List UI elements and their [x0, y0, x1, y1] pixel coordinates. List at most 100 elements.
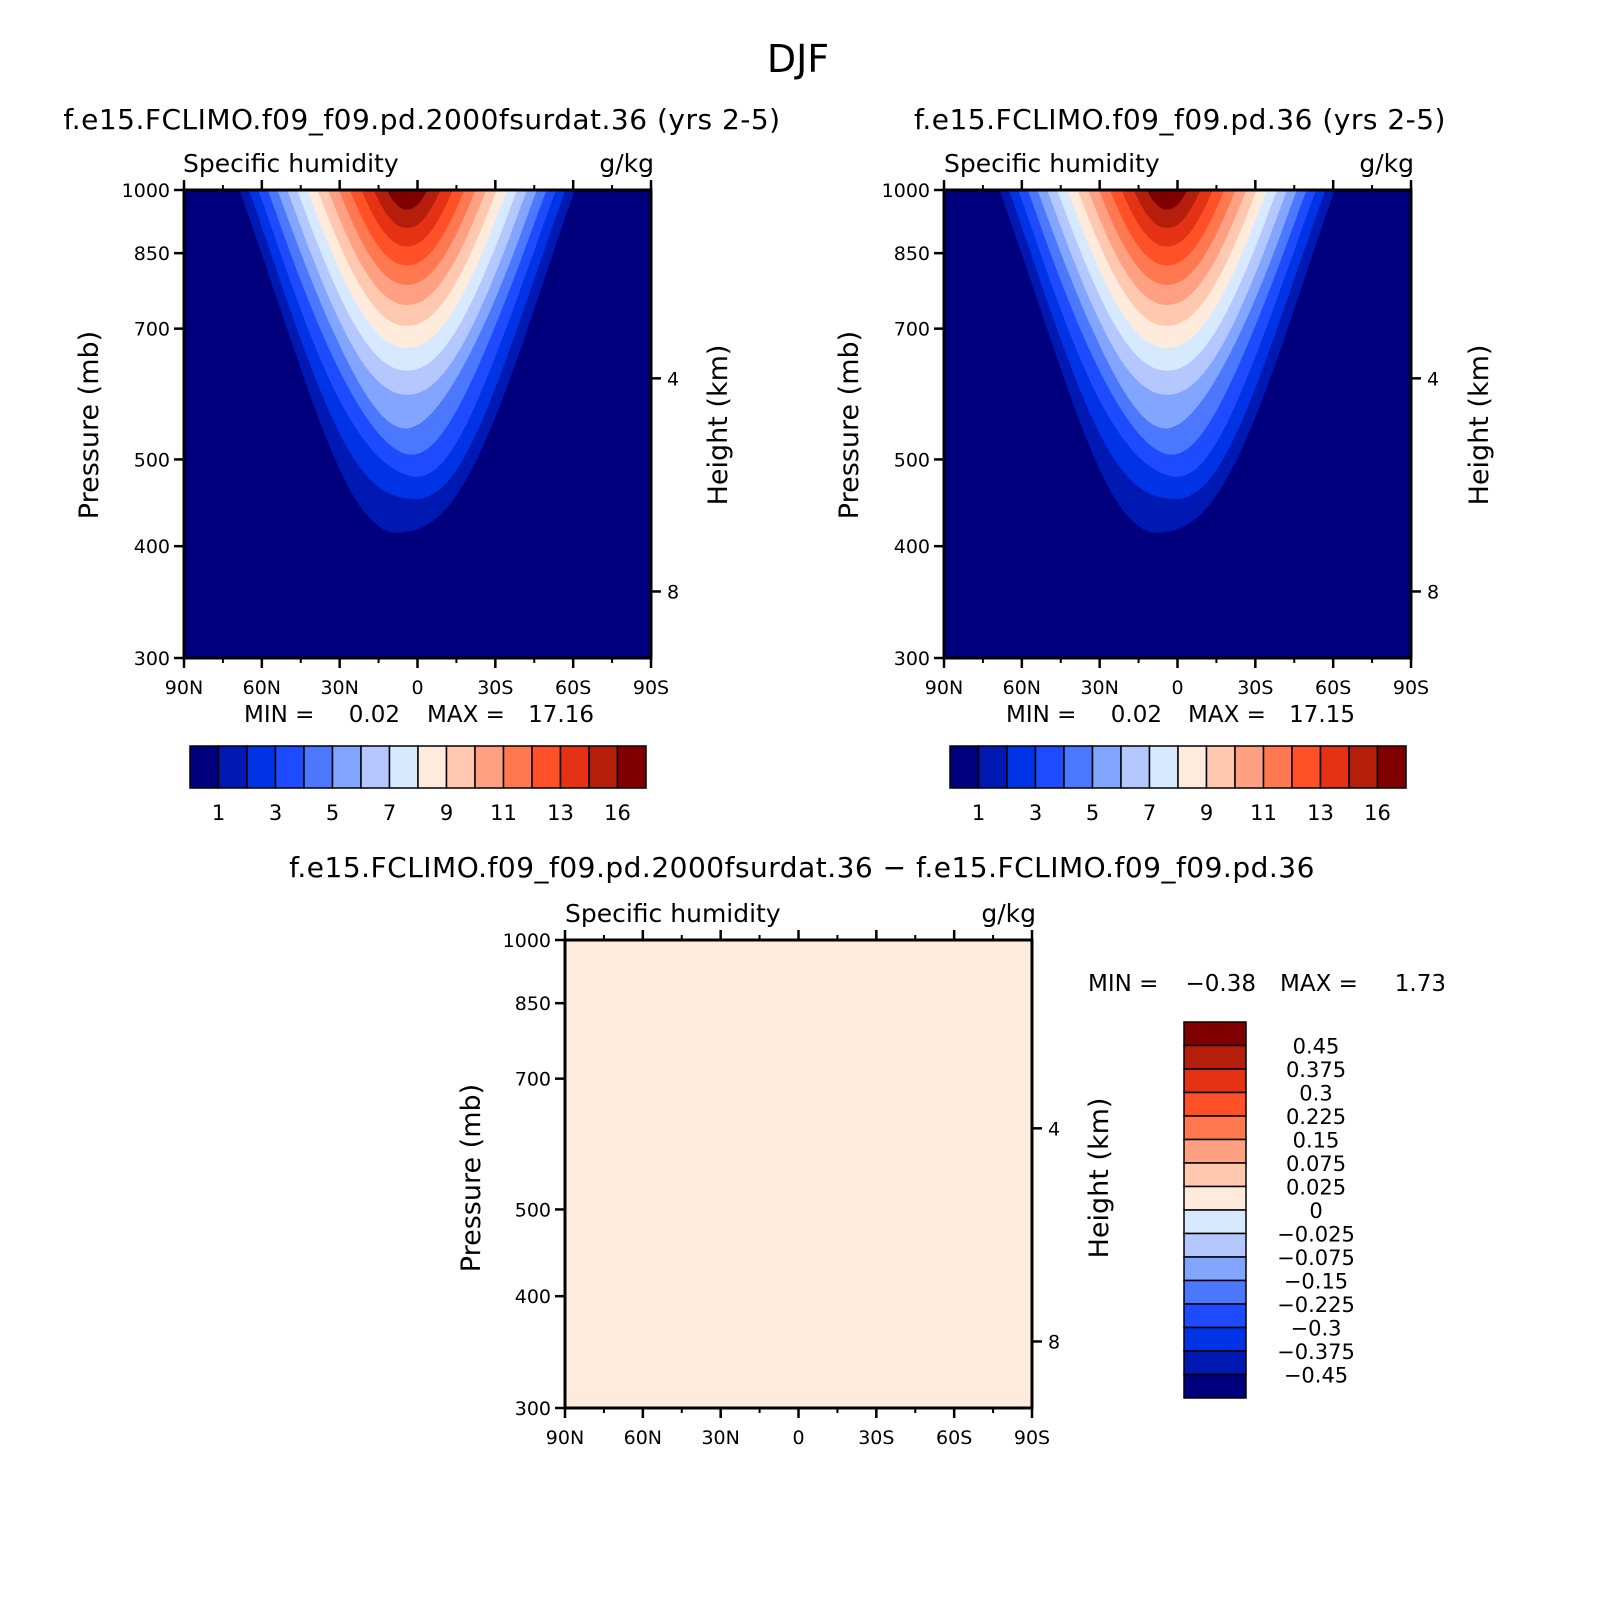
x-tick-label: 90N [165, 677, 203, 699]
colorbar-label: 0.15 [1293, 1129, 1340, 1153]
colorbar-label: 13 [547, 801, 574, 825]
colorbar-swatch [474, 745, 505, 789]
variable-label: Specific humidity [183, 149, 399, 178]
colorbar-swatch [360, 745, 391, 789]
colorbar-swatch [1177, 745, 1208, 789]
colorbar-swatch [616, 745, 647, 789]
colorbar-label: 7 [1143, 801, 1156, 825]
x-tick-label: 30N [1080, 677, 1118, 699]
colorbar-label: 0.3 [1299, 1082, 1332, 1106]
plot-frame [563, 938, 1034, 1410]
colorbar-swatch [1262, 745, 1293, 789]
units-label: g/kg [1359, 149, 1414, 178]
colorbar-swatch [1205, 745, 1236, 789]
y2-axis-label: Height (km) [1084, 1098, 1115, 1259]
x-tick-label: 60N [1003, 677, 1041, 699]
colorbar-swatch [1183, 1303, 1247, 1329]
colorbar-swatch [977, 745, 1008, 789]
colorbar-label: 5 [326, 801, 339, 825]
colorbar: 1 3 5 7 9 11 13 16 [949, 745, 1407, 825]
y-tick-label: 1000 [503, 930, 551, 952]
y2-tick-label: 8 [1048, 1331, 1060, 1353]
colorbar-label: −0.075 [1277, 1246, 1355, 1270]
x-tick-label: 90N [925, 677, 963, 699]
colorbar-swatch [217, 745, 248, 789]
max-label: MAX = [427, 702, 505, 728]
colorbar-label: 11 [490, 801, 517, 825]
x-tick-label: 0 [792, 1427, 804, 1449]
y-tick-label: 300 [894, 648, 930, 670]
colorbar-swatch [445, 745, 476, 789]
max-label: MAX = [1280, 971, 1358, 997]
colorbar-swatch [1348, 745, 1379, 789]
colorbar-label: 16 [604, 801, 631, 825]
colorbar-swatch [1319, 745, 1350, 789]
y-tick-label: 400 [894, 536, 930, 558]
min-value: 0.02 [1111, 702, 1162, 728]
y2-tick-label: 4 [1048, 1118, 1060, 1140]
plot-area: 300 400 500 700 850 1000 90N 60N 30N 0 30S 60S 90S 8 4 [882, 180, 1439, 699]
colorbar-label: −0.45 [1284, 1364, 1348, 1388]
plot-area: 300 400 500 700 850 1000 90N 60N 30N 0 30S 60S 90S 8 4 [122, 180, 679, 699]
x-tick-label: 90S [1014, 1427, 1050, 1449]
colorbar-swatch [1120, 745, 1151, 789]
colorbar-swatch [189, 745, 220, 789]
x-tick-label: 60N [243, 677, 281, 699]
y-axis-label: Pressure (mb) [834, 331, 865, 519]
colorbar-swatch [1376, 745, 1407, 789]
panel-title: f.e15.FCLIMO.f09_f09.pd.2000fsurdat.36 (… [63, 103, 780, 136]
colorbar-label: 1 [212, 801, 225, 825]
colorbar-swatch [1183, 1138, 1247, 1164]
colorbar-label: −0.225 [1277, 1293, 1355, 1317]
colorbar-swatch [1183, 1044, 1247, 1070]
colorbar-label: 3 [269, 801, 282, 825]
main-title: DJF [767, 37, 829, 81]
x-tick-label: 90N [546, 1427, 584, 1449]
colorbar-swatch [1034, 745, 1065, 789]
colorbar-swatch [559, 745, 590, 789]
colorbar: 1 3 5 7 9 11 13 16 [189, 745, 647, 825]
contour-level-15 [386, 190, 428, 210]
y2-tick-label: 8 [1427, 581, 1439, 603]
colorbar-swatch [1183, 1162, 1247, 1188]
x-tick-label: 30S [477, 677, 513, 699]
x-tick-label: 30S [858, 1427, 894, 1449]
colorbar-label: 11 [1250, 801, 1277, 825]
colorbar-swatch [1006, 745, 1037, 789]
max-label: MAX = [1188, 702, 1266, 728]
y-axis-label: Pressure (mb) [74, 331, 105, 519]
x-tick-label: 60S [555, 677, 591, 699]
y2-tick-label: 4 [1427, 368, 1439, 390]
min-value: 0.02 [349, 702, 400, 728]
colorbar-label: −0.15 [1284, 1270, 1348, 1294]
x-tick-label: 30N [320, 677, 358, 699]
y-tick-label: 1000 [882, 180, 930, 202]
colorbar-label: −0.3 [1291, 1317, 1342, 1341]
colorbar-swatch [1234, 745, 1265, 789]
contour-level-15 [1146, 190, 1188, 210]
colorbar-label: 13 [1307, 801, 1334, 825]
colorbar-label: 5 [1086, 801, 1099, 825]
units-label: g/kg [981, 899, 1036, 928]
variable-label: Specific humidity [565, 899, 781, 928]
colorbar-label: −0.375 [1277, 1340, 1355, 1364]
colorbar-label: 0.375 [1286, 1058, 1346, 1082]
x-tick-label: 30N [701, 1427, 739, 1449]
colorbar-label: 9 [1200, 801, 1213, 825]
x-tick-label: 90S [1393, 677, 1429, 699]
min-label: MIN = [1088, 971, 1158, 997]
variable-label: Specific humidity [944, 149, 1160, 178]
y2-axis-label: Height (km) [1464, 345, 1495, 506]
colorbar: 0.450.3750.30.2250.150.0750.0250−0.025−0… [1183, 1021, 1355, 1399]
colorbar-swatch [1063, 745, 1094, 789]
colorbar-swatch [1183, 1232, 1247, 1258]
y-tick-label: 850 [134, 243, 170, 265]
colorbar-label: 1 [972, 801, 985, 825]
colorbar-label: 0.025 [1286, 1176, 1346, 1200]
plot-area: 300 400 500 700 850 1000 90N 60N 30N 0 30S 60S 90S 8 4 [503, 930, 1060, 1449]
panel-top-left: f.e15.FCLIMO.f09_f09.pd.2000fsurdat.36 (… [63, 103, 780, 825]
colorbar-swatch [1183, 1326, 1247, 1352]
y-tick-label: 850 [894, 243, 930, 265]
colorbar-swatch [388, 745, 419, 789]
